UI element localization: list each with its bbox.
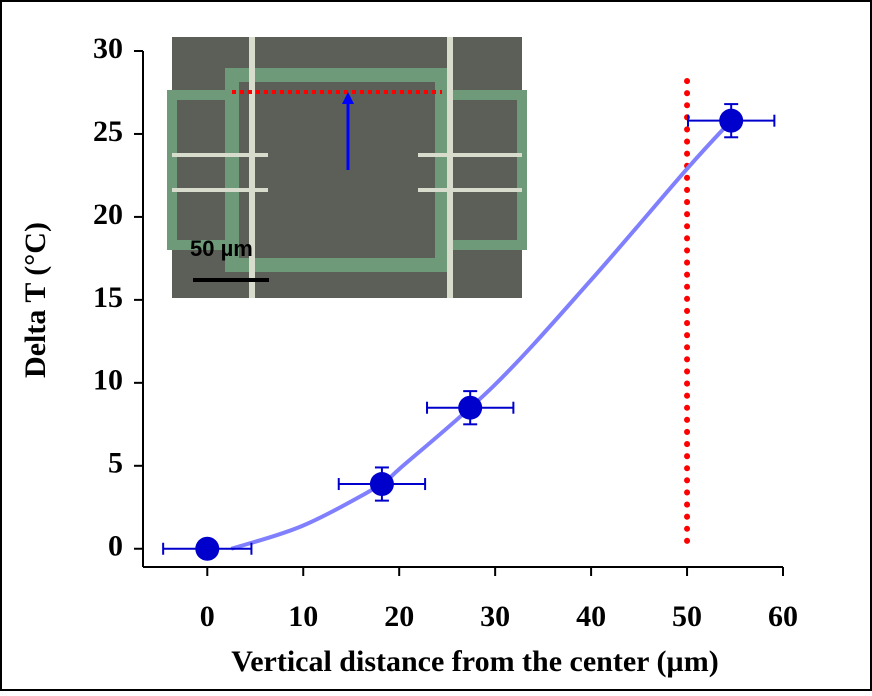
point — [458, 395, 483, 420]
x-tick-label: 0 — [200, 600, 215, 633]
y-axis-label: Delta T (°C) — [19, 222, 52, 378]
x-tick-label: 20 — [384, 600, 414, 633]
point — [369, 472, 394, 497]
point — [195, 536, 220, 561]
y-tick-label: 25 — [93, 115, 123, 148]
y-tick-label: 20 — [93, 198, 123, 231]
x-tick-label: 30 — [480, 600, 510, 633]
x-tick-label: 40 — [576, 600, 606, 633]
scale-label: 50 µm — [190, 236, 253, 261]
point — [719, 108, 744, 133]
x-tick-label: 60 — [768, 600, 798, 633]
x-tick-label: 10 — [288, 600, 318, 633]
y-tick-label: 30 — [93, 32, 123, 65]
x-axis-label: Vertical distance from the center (µm) — [231, 645, 718, 678]
y-tick-label: 15 — [93, 281, 123, 314]
inset-image: 50 µm — [167, 37, 527, 298]
y-tick-label: 5 — [108, 447, 123, 480]
y-tick-label: 0 — [108, 530, 123, 563]
x-tick-label: 50 — [672, 600, 702, 633]
y-tick-label: 10 — [93, 364, 123, 397]
